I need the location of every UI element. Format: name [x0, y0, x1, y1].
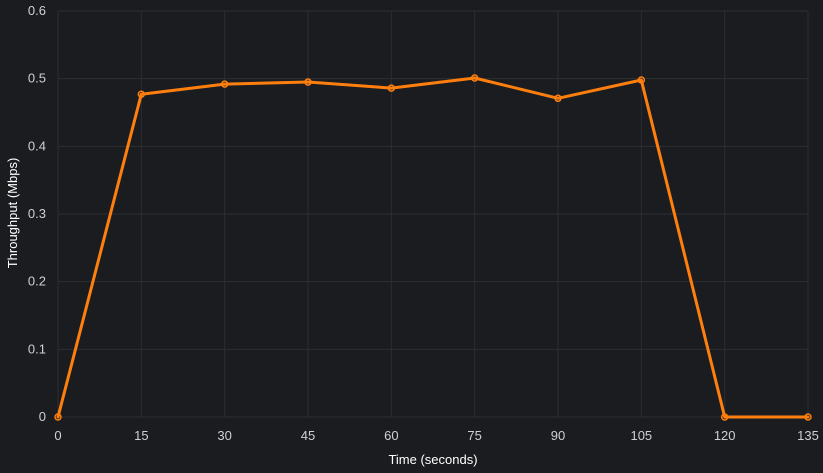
- x-tick-label: 75: [467, 428, 481, 443]
- y-axis-ticks: 0 0.1 0.2 0.3 0.4 0.5 0.6: [28, 3, 46, 424]
- data-point: [54, 413, 62, 421]
- x-tick-label: 120: [714, 428, 736, 443]
- y-axis-title: Throughput (Mbps): [5, 158, 20, 269]
- x-tick-label: 30: [217, 428, 231, 443]
- data-point: [637, 76, 646, 84]
- data-point: [304, 78, 312, 86]
- x-tick-label: 105: [630, 428, 652, 443]
- x-tick-label: 45: [301, 428, 315, 443]
- grid: [57, 10, 809, 418]
- series-layer: [56, 76, 810, 419]
- x-axis-ticks: 0 15 30 45 60 75 90 105 120 135: [54, 428, 818, 443]
- x-tick-label: 0: [54, 428, 61, 443]
- data-point: [554, 94, 562, 103]
- y-tick-label: 0.2: [28, 274, 46, 289]
- y-tick-label: 0: [39, 409, 46, 424]
- series-line: [56, 76, 810, 419]
- data-point: [137, 90, 146, 98]
- x-tick-label: 90: [551, 428, 565, 443]
- y-tick-label: 0.5: [28, 71, 46, 86]
- x-tick-label: 60: [384, 428, 398, 443]
- data-point: [470, 74, 479, 82]
- y-tick-label: 0.3: [28, 206, 46, 221]
- marker-layer: [54, 74, 812, 421]
- data-point: [220, 80, 229, 88]
- data-point: [387, 84, 396, 92]
- y-tick-label: 0.1: [28, 341, 46, 356]
- y-tick-label: 0.4: [28, 138, 46, 153]
- x-tick-label: 15: [134, 428, 148, 443]
- x-tick-label: 135: [797, 428, 819, 443]
- data-point: [720, 413, 729, 421]
- y-tick-label: 0.6: [28, 3, 46, 18]
- x-axis-title: Time (seconds): [388, 452, 477, 467]
- data-point: [804, 413, 812, 421]
